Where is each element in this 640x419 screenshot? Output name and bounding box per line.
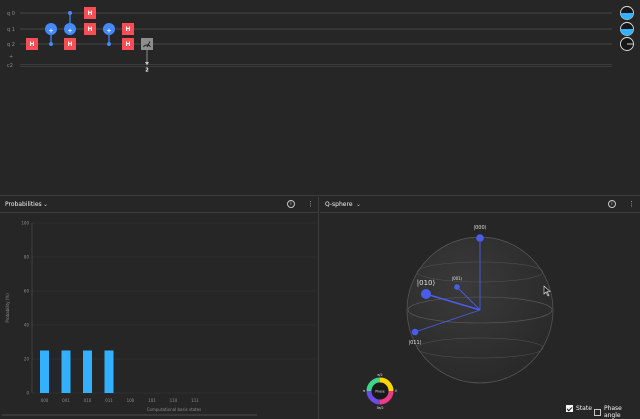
chevron-down-icon[interactable]: ⌄ <box>43 201 49 208</box>
circuit-composer: q 0 q 1 q 2 + c2 H + + <box>0 0 640 196</box>
x-tick-label: 001 <box>62 398 70 403</box>
qubit-state-indicator-q1 <box>620 22 634 36</box>
hadamard-gate-q2-c[interactable]: H <box>122 38 134 50</box>
state-label-010: |010⟩ <box>417 279 436 287</box>
svg-text:+: + <box>106 28 111 35</box>
state-label-001: |001⟩ <box>452 276 463 281</box>
phase-color-wheel: Phase π/2 3π/2 π 0 <box>363 373 397 410</box>
qsphere-panel: Q-sphere ⌄ i ⋮ <box>320 197 640 419</box>
phase-angle-checkbox-label: Phase angle <box>603 405 622 419</box>
cnot-gate-3[interactable]: + <box>103 23 115 46</box>
y-axis-label: Probability (%) <box>5 293 10 323</box>
phase-angle-checkbox[interactable] <box>594 408 601 416</box>
y-tick-label: 20 <box>24 357 30 362</box>
phase-angle-option[interactable]: Phase angle <box>594 405 640 419</box>
state-vector-001 <box>454 284 481 311</box>
y-tick-label: 80 <box>24 255 30 260</box>
x-tick-label: 000 <box>41 398 49 403</box>
bar-000 <box>40 350 49 393</box>
kebab-icon[interactable]: ⋮ <box>307 200 314 208</box>
y-tick-label: 0 <box>26 391 29 396</box>
svg-text:+: + <box>67 28 72 35</box>
y-tick-label: 100 <box>21 221 29 226</box>
cnot-gate-2[interactable]: + <box>64 11 76 35</box>
qsphere-latitude-lower <box>416 337 544 359</box>
horizontal-scrollbar <box>2 414 257 416</box>
qubit-label-q1: q 1 <box>7 27 15 33</box>
x-tick-label: 111 <box>191 398 199 403</box>
state-vector-000 <box>476 234 484 310</box>
svg-text:H: H <box>125 41 130 48</box>
hadamard-gate-q0[interactable]: H <box>84 7 96 19</box>
classical-label: c2 <box>7 63 13 69</box>
circuit-canvas: q 0 q 1 q 2 + c2 H + + <box>7 6 634 74</box>
measure-target-label: 2 <box>145 68 149 74</box>
x-axis-label: Computational basis states <box>147 407 201 412</box>
qubit-state-indicator-q2 <box>620 37 634 51</box>
hadamard-gate-q1-a[interactable]: H <box>84 23 96 35</box>
svg-text:H: H <box>87 26 92 33</box>
state-checkbox[interactable] <box>566 405 573 412</box>
qsphere-header: Q-sphere ⌄ i ⋮ <box>320 197 640 213</box>
info-icon[interactable]: i <box>608 200 616 208</box>
bar-001 <box>61 350 71 393</box>
svg-text:H: H <box>87 10 92 17</box>
probabilities-chart: 0 20 40 60 80 100 Probability (%) 000 001 010 011 1… <box>2 221 316 416</box>
y-tick-label: 60 <box>24 289 30 294</box>
qubit-label-q2: q 2 <box>7 42 15 48</box>
svg-text:H: H <box>67 41 72 48</box>
probabilities-title: Probabilities <box>5 201 42 208</box>
state-vector-011 <box>411 309 481 336</box>
phase-wheel-center: Phase <box>375 390 385 394</box>
y-tick-label: 40 <box>24 323 30 328</box>
phase-wheel-top: π/2 <box>377 373 382 377</box>
cnot-gate-1[interactable]: + <box>45 23 57 46</box>
hadamard-gate-q2-a[interactable]: H <box>26 38 38 50</box>
phase-wheel-right: 0 <box>395 389 397 393</box>
probabilities-panel: Probabilities ⌄ i ⋮ 0 20 40 60 80 100 Probabil… <box>0 197 319 419</box>
state-label-000: |000⟩ <box>473 225 486 231</box>
x-tick-label: 011 <box>105 398 113 403</box>
hadamard-gate-q2-b[interactable]: H <box>64 38 76 50</box>
x-tick-label: 010 <box>84 398 92 403</box>
measure-gate-q2[interactable] <box>141 38 153 66</box>
phase-wheel-bottom: 3π/2 <box>376 406 383 410</box>
classical-plus: + <box>9 54 13 60</box>
x-tick-label: 100 <box>127 398 135 403</box>
state-option[interactable]: State <box>566 405 592 412</box>
state-label-011: |011⟩ <box>408 340 421 346</box>
state-checkbox-label: State <box>576 405 592 412</box>
qubit-state-indicator-q0 <box>620 6 634 20</box>
svg-text:H: H <box>29 41 34 48</box>
bar-011 <box>104 350 114 393</box>
svg-text:+: + <box>48 28 53 35</box>
hadamard-gate-q1-b[interactable]: H <box>122 23 134 35</box>
qubit-label-q0: q 0 <box>7 11 15 17</box>
x-tick-label: 101 <box>148 398 156 403</box>
chevron-down-icon[interactable]: ⌄ <box>356 201 362 208</box>
kebab-icon[interactable]: ⋮ <box>628 200 635 208</box>
qsphere-canvas: |000⟩ |001⟩ |010⟩ |011⟩ Phase π/2 3π/2 π… <box>363 225 554 410</box>
mouse-cursor <box>543 285 551 297</box>
bar-010 <box>83 350 92 393</box>
qsphere-title: Q-sphere <box>325 201 353 208</box>
info-icon[interactable]: i <box>287 200 295 208</box>
state-vector-010 <box>421 289 481 311</box>
x-tick-label: 110 <box>170 398 178 403</box>
svg-text:H: H <box>125 26 130 33</box>
probabilities-header: Probabilities ⌄ i ⋮ <box>0 197 318 213</box>
phase-wheel-left: π <box>363 389 365 393</box>
